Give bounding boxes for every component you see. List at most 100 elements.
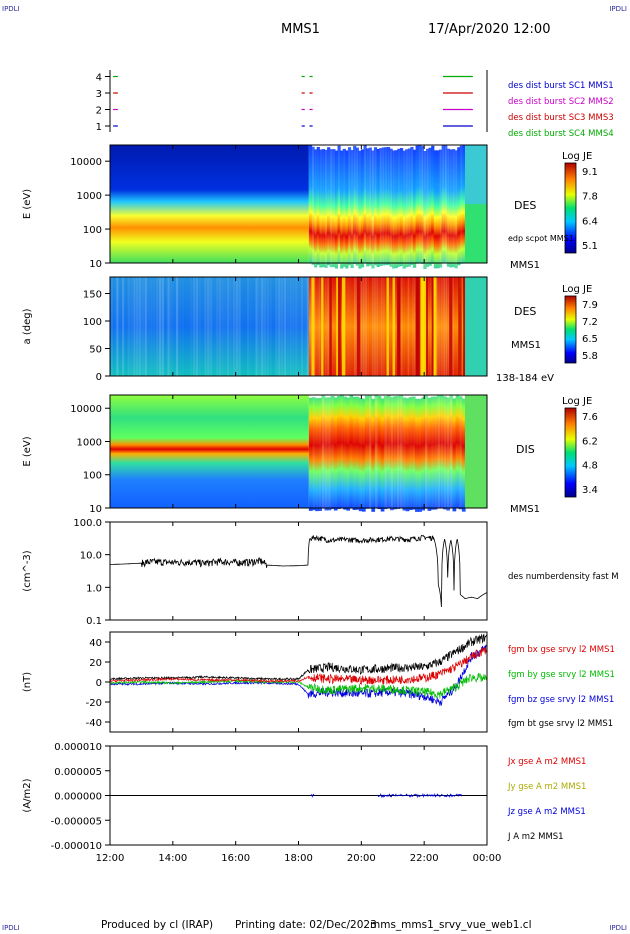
burst-legend-entry: des dist burst SC4 MMS4 [508,129,614,139]
pitch-angle-colorbar-tick: 7.2 [582,317,598,328]
des-e-ytick-label: 100 [83,225,102,236]
pitch-angle-column [260,277,265,376]
des-spectrogram-column [415,145,419,264]
pitch-angle-column [286,277,290,376]
datetime-title: 17/Apr/2020 12:00 [428,22,551,37]
dis-spectrogram-column [311,397,316,511]
pitch-angle-column [223,277,228,376]
pitch-angle-column [313,277,317,376]
burst-ytick-label: 2 [96,106,102,117]
pitch-angle-column [427,277,430,376]
des-spectrogram-column [457,147,461,266]
dis-e-right-label: MMS1 [510,504,540,515]
pitch-angle-column [429,277,433,376]
dis-spectrogram-column [405,398,410,512]
pitch-angle-column [263,277,267,376]
des-e-colorbar-tick: 5.1 [582,241,598,252]
bfield-ytick-label: -20 [86,698,102,709]
current-ylabel: (A/m2) [22,778,33,812]
des-spectrogram-column [355,147,359,266]
des-spectrogram-column [386,146,391,265]
dis-spectrogram-column [349,395,354,509]
dis-spectrogram-column [371,398,376,512]
dis-spectrogram-column [440,395,444,509]
pitch-angle-column [129,277,134,376]
pitch-angle-column [382,277,386,376]
density-ylabel: (cm^-3) [22,550,33,591]
bfield-ytick-label: -40 [86,718,102,729]
pitch-angle-column [152,277,157,376]
bfield-ytick-label: 40 [89,638,102,649]
current-ytick-label: 0.000010 [54,742,102,753]
density-legend: des numberdensity fast M [508,572,619,582]
des-spectrogram-column [334,150,339,269]
pitch-angle-column [246,277,250,376]
bfield-line [109,672,487,699]
pitch-angle-column [254,277,259,376]
pitch-angle-streak [336,277,338,376]
des-spectrogram-column [373,147,378,266]
time-tick-label: 12:00 [96,853,125,864]
burst-ytick-label: 4 [96,73,102,84]
des-spectrogram-column [438,149,443,268]
dis-spectrogram-column [418,398,422,512]
pitch-angle-column [371,277,375,376]
des-spectrogram-column [405,149,409,268]
des-spectrogram-column [376,148,380,267]
des-spectrogram-column [319,149,323,268]
pitch-angle-column [158,277,162,376]
burst-legend-entry: des dist burst SC3 MMS3 [508,113,614,123]
des-spectrogram-column [431,145,435,264]
des-spectrogram-column [350,150,354,269]
pitch-angle-ytick-label: 150 [83,290,102,301]
des-spectrogram-column [316,146,320,265]
bfield-line [109,646,487,686]
pitch-angle-column [163,277,168,376]
dis-spectrogram-column [340,395,344,509]
time-tick-label: 14:00 [158,853,187,864]
des-spectrogram-column [462,145,466,264]
current-legend: Jx gse A m2 MMS1 [507,757,586,767]
pitch-angle-column [360,277,364,376]
dis-spectrogram-column [327,397,332,511]
des-spectrogram-column [420,145,424,264]
pitch-angle-column [288,277,293,376]
des-spectrogram-column [314,149,318,268]
pitch-angle-column [451,277,455,376]
density-ytick-label: 10.0 [80,551,102,562]
pitch-angle-column [146,277,151,376]
dis-e-right-label: DIS [516,443,535,456]
time-tick-label: 20:00 [347,853,376,864]
dis-e-colorbar-tick: 4.8 [582,461,598,472]
des-spectrogram-column [368,147,372,266]
dis-spectrogram-column [455,395,460,509]
des-spectrogram-column [423,150,427,269]
dis-spectrogram-column [396,395,401,509]
bfield-ytick-label: 0 [96,678,102,689]
des-spectrogram-column [347,147,352,266]
des-spectrogram-column [433,150,437,269]
corner-label-top-right: IPDLI [609,5,627,13]
pitch-angle-ytick-label: 0 [96,372,102,383]
des-spectrogram-column [345,150,349,269]
current-ytick-label: 0.000005 [54,767,102,778]
pitch-angle-column [340,277,343,376]
dis-spectrogram-column [408,397,413,511]
pitch-angle-ylabel: a (deg) [22,308,33,344]
dis-spectrogram-column [324,397,329,511]
pitch-angle-column [144,277,148,376]
pitch-angle-column [271,277,276,376]
pitch-angle-streak [396,277,401,376]
current-legend: Jz gse A m2 MMS1 [507,807,586,817]
pitch-angle-streak [392,277,395,376]
pitch-angle-streak [417,277,421,376]
pitch-angle-column [226,277,230,376]
pitch-angle-column [447,277,450,376]
des-spectrogram-column [332,149,336,268]
pitch-angle-column [380,277,384,376]
des-spectrogram-column [441,145,445,264]
des-spectrogram-column [410,146,414,265]
pitch-angle-ytick-label: 100 [83,317,102,328]
pitch-angle-colorbar [564,295,577,364]
dis-spectrogram-column [461,398,466,512]
